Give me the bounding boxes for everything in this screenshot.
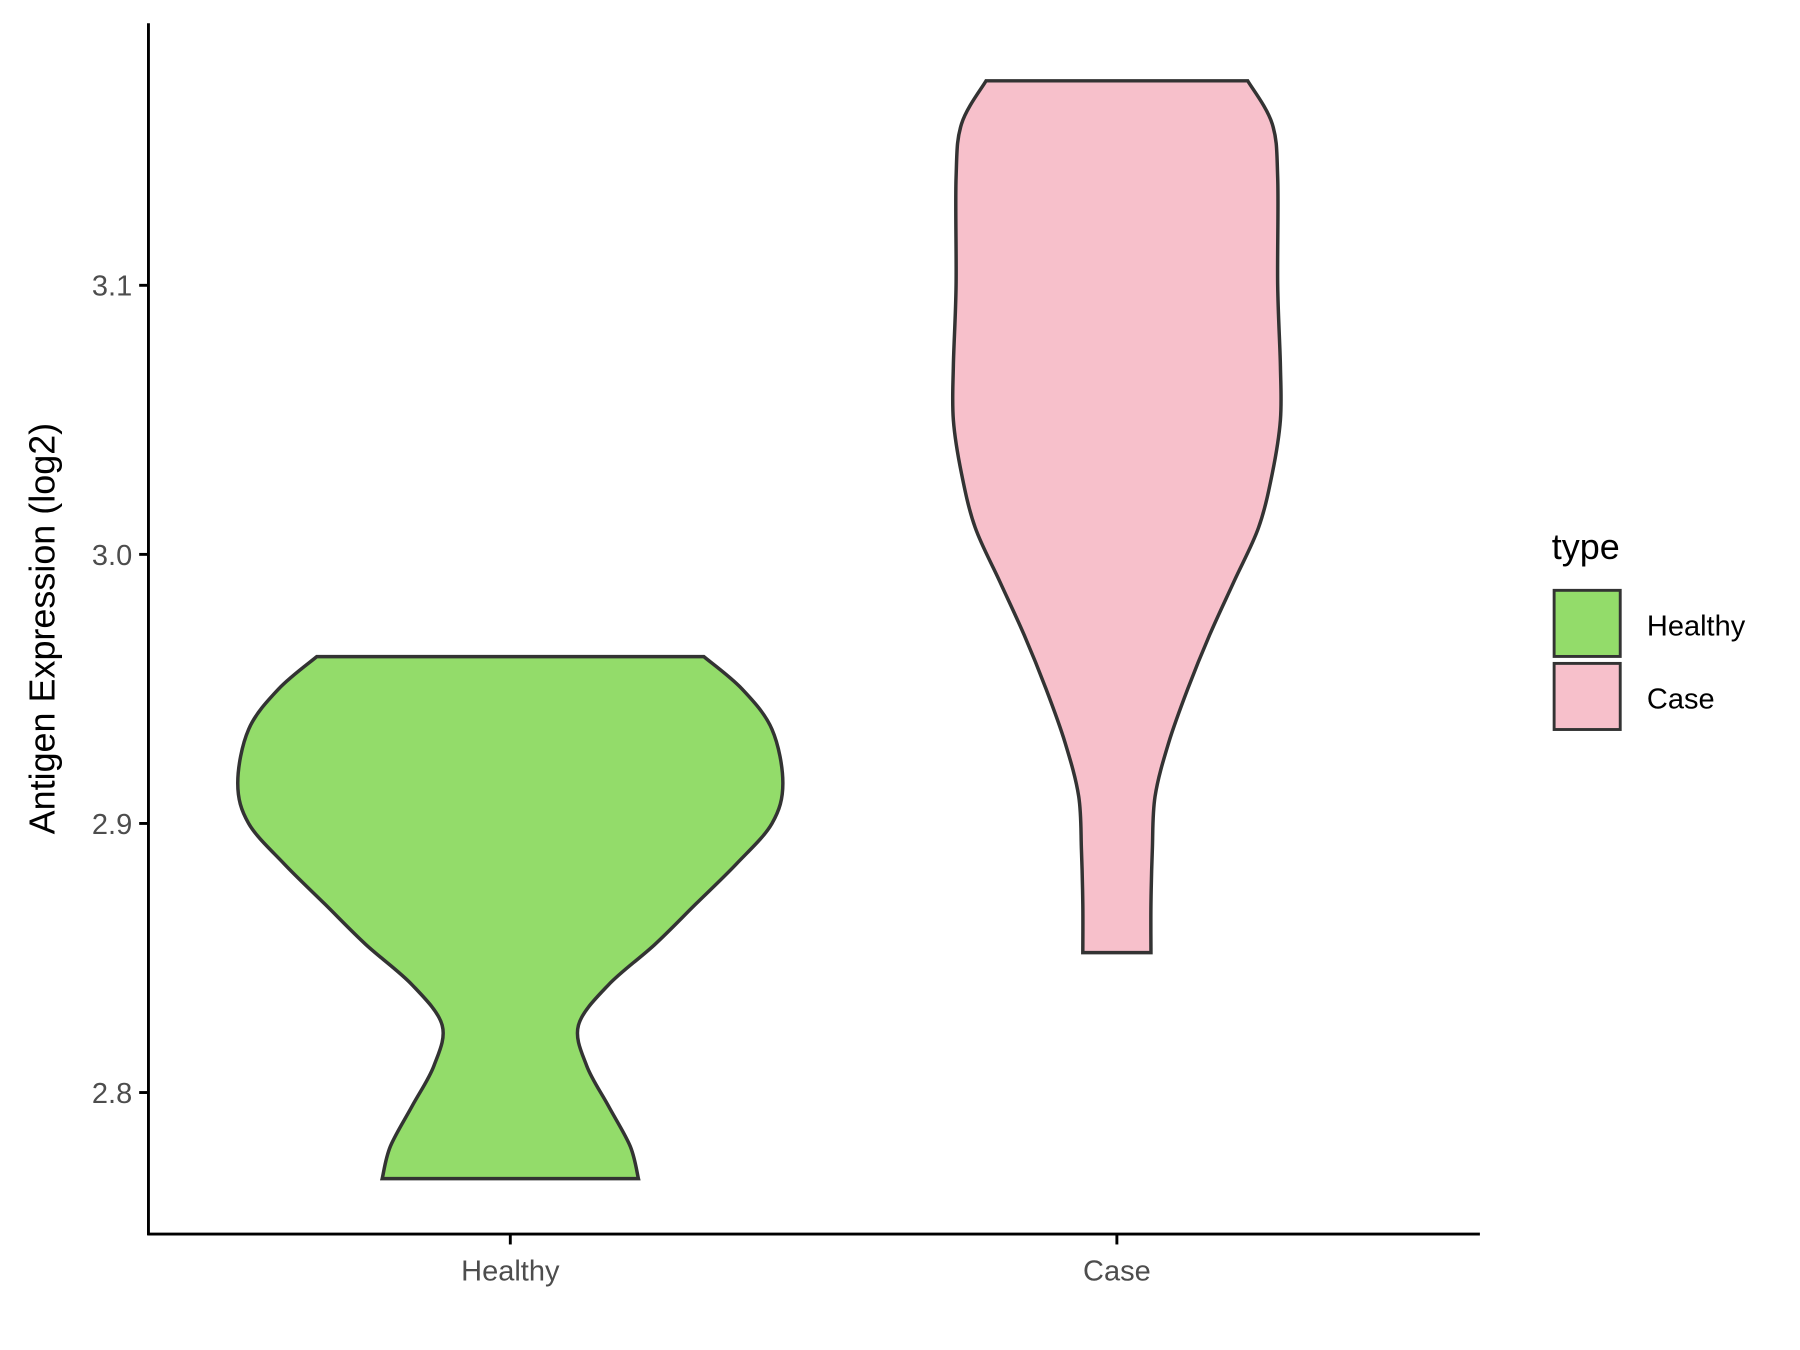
legend-key-case <box>1552 661 1622 731</box>
y-ticks: 2.8 2.9 3.0 3.1 <box>92 271 149 1110</box>
violin-healthy <box>236 654 785 1181</box>
legend-title: type <box>1552 526 1620 567</box>
legend-label-case: Case <box>1647 684 1715 716</box>
x-tick-label: Healthy <box>461 1255 560 1287</box>
x-tick-label: Case <box>1083 1255 1151 1287</box>
y-tick-label: 2.9 <box>92 809 132 841</box>
y-axis-title: Antigen Expression (log2) <box>22 423 63 835</box>
y-tick-label: 3.1 <box>92 271 132 303</box>
y-tick-label: 3.0 <box>92 540 132 572</box>
legend: type Healthy Case <box>1552 526 1746 731</box>
x-ticks: Healthy Case <box>461 1234 1151 1287</box>
violin-case <box>950 79 1283 955</box>
legend-key-healthy <box>1552 588 1622 658</box>
violins <box>236 79 1283 1181</box>
y-tick-label: 2.8 <box>92 1078 132 1110</box>
legend-label-healthy: Healthy <box>1647 611 1746 643</box>
